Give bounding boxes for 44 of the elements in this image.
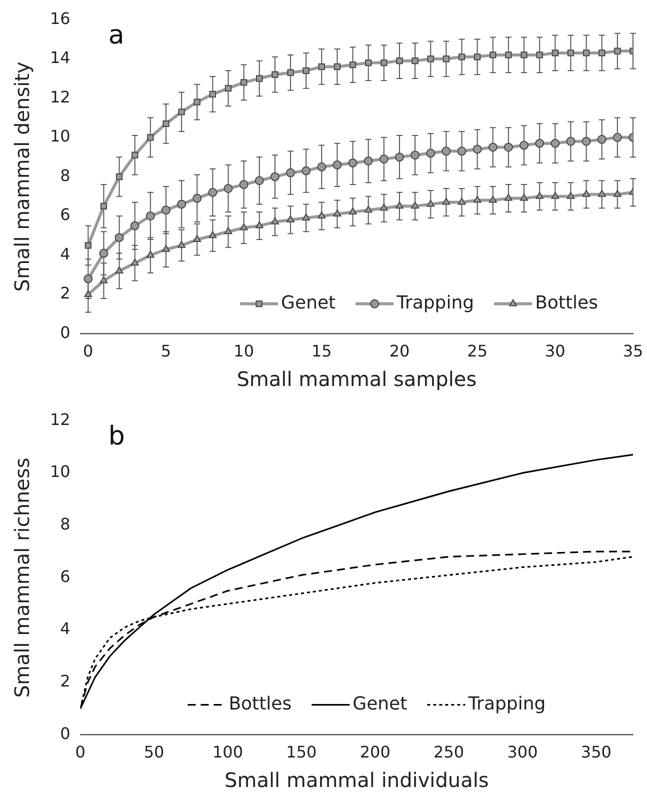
y-tick-label: 2 [60, 284, 70, 303]
legend-label: Trapping [396, 292, 474, 314]
x-tick-label: 350 [580, 742, 612, 762]
x-tick-label: 10 [234, 342, 254, 361]
y-tick-label: 2 [60, 672, 70, 691]
x-axis-title: Small mammal individuals [224, 768, 489, 792]
y-tick-label: 8 [60, 514, 70, 534]
annotation: b [108, 421, 125, 452]
y-tick-label: 12 [50, 87, 70, 106]
y-tick-label: 0 [60, 322, 70, 342]
x-tick-label: 0 [83, 342, 94, 361]
y-tick-label: 12 [50, 410, 70, 429]
y-tick-label: 16 [50, 8, 70, 28]
y-tick-label: 6 [60, 205, 70, 224]
x-tick-label: 25 [467, 342, 488, 361]
annotation: a [108, 20, 124, 50]
y-tick-label: 4 [60, 244, 70, 264]
legend-label: Genet [352, 693, 408, 714]
y-tick-label: 8 [60, 166, 70, 185]
y-tick-label: 6 [60, 566, 70, 586]
x-axis-title: Small mammal samples [236, 367, 477, 392]
y-axis-title: Small mammal density [10, 61, 34, 292]
legend-label: Bottles [228, 693, 292, 714]
y-tick-label: 4 [60, 619, 70, 638]
x-tick-label: 250 [434, 742, 464, 762]
y-tick-label: 14 [50, 48, 70, 68]
y-tick-label: 10 [50, 126, 70, 146]
x-tick-label: 200 [360, 742, 390, 762]
x-tick-label: 20 [389, 342, 410, 361]
x-tick-label: 300 [507, 742, 538, 762]
x-tick-label: 100 [212, 742, 244, 762]
x-tick-label: 150 [286, 742, 317, 762]
y-tick-label: 0 [60, 724, 70, 743]
x-tick-label: 15 [311, 342, 332, 361]
y-tick-label: 10 [50, 462, 70, 482]
x-tick-label: 50 [144, 742, 164, 762]
legend-label: Trapping [467, 693, 546, 714]
x-tick-label: 5 [160, 342, 172, 361]
x-tick-label: 30 [544, 342, 566, 361]
x-tick-label: 35 [622, 342, 644, 361]
legend-label: Bottles [535, 292, 598, 314]
legend-label: Genet [281, 292, 336, 314]
x-tick-label: 0 [75, 742, 86, 762]
y-axis-title: Small mammal richness [10, 458, 34, 698]
